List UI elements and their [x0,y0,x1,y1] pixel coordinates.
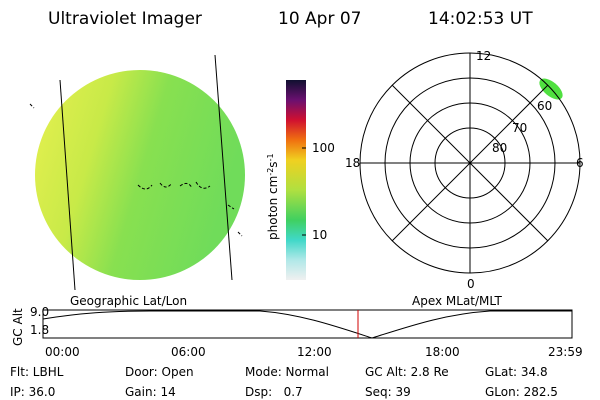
unit: s [266,161,280,167]
meridian [214,54,233,281]
panel-title: Geographic Lat/Lon [70,294,187,308]
panel-title: Apex MLat/MLT [412,294,502,308]
earth-disk [35,70,245,280]
colorbar: 100 10 photon cm-2s-1 [266,80,335,280]
info-field: Seq: 39 [365,385,411,399]
info-field: IP: 36.0 [10,385,55,399]
panel-frame [42,309,573,339]
tick-label: 100 [312,141,335,155]
altitude-curve [42,310,572,339]
header: Ultraviolet Imager 10 Apr 07 14:02:53 UT [48,9,533,29]
axis-label: GC Alt [11,308,25,346]
unit: photon cm [266,176,280,240]
time-label: 12:00 [297,345,332,359]
info-panel: Flt: LBHL Door: Open Mode: Normal GC Alt: 2… [10,365,558,399]
info-field: Door: Open [125,365,194,379]
time: 14:02:53 UT [428,9,533,29]
meridian [59,79,76,291]
title: Ultraviolet Imager [48,9,202,29]
earth-image [29,54,245,291]
lat-label: 80 [492,141,507,155]
info-field: Gain: 14 [125,385,176,399]
info-field: GLat: 34.8 [485,365,548,379]
tick-label: 10 [312,228,327,242]
time-label: 06:00 [171,345,206,359]
coastline [29,103,243,237]
time-label: 00:00 [45,345,80,359]
timeline: Geographic Lat/Lon Apex MLat/MLT GC Alt … [11,294,583,359]
lat-label: 70 [512,121,527,135]
date: 10 Apr 07 [278,9,361,29]
time-label: 23:59 [548,345,583,359]
info-field: Flt: LBHL [10,365,64,379]
info-field: GC Alt: 2.8 Re [365,365,449,379]
y-label: 1.8 [30,323,49,337]
lat-label: 60 [537,99,552,113]
info-field: Mode: Normal [245,365,329,379]
mlt-label: 18 [345,156,360,170]
mlt-label: 0 [467,277,475,291]
unit-exp: -2 [266,168,275,176]
mlt-label: 6 [576,156,584,170]
time-label: 18:00 [425,345,460,359]
mlt-label: 12 [476,49,491,63]
polar-plot: 12 18 6 0 60 70 80 [345,49,584,291]
spoke [391,84,549,242]
unit-label: photon cm-2s-1 [266,153,280,240]
info-field: Dsp: 0.7 [245,385,303,399]
info-field: GLon: 282.5 [485,385,558,399]
y-label: 9.0 [30,305,49,319]
colorbar-scale [286,80,306,280]
unit-exp: -1 [266,153,275,161]
